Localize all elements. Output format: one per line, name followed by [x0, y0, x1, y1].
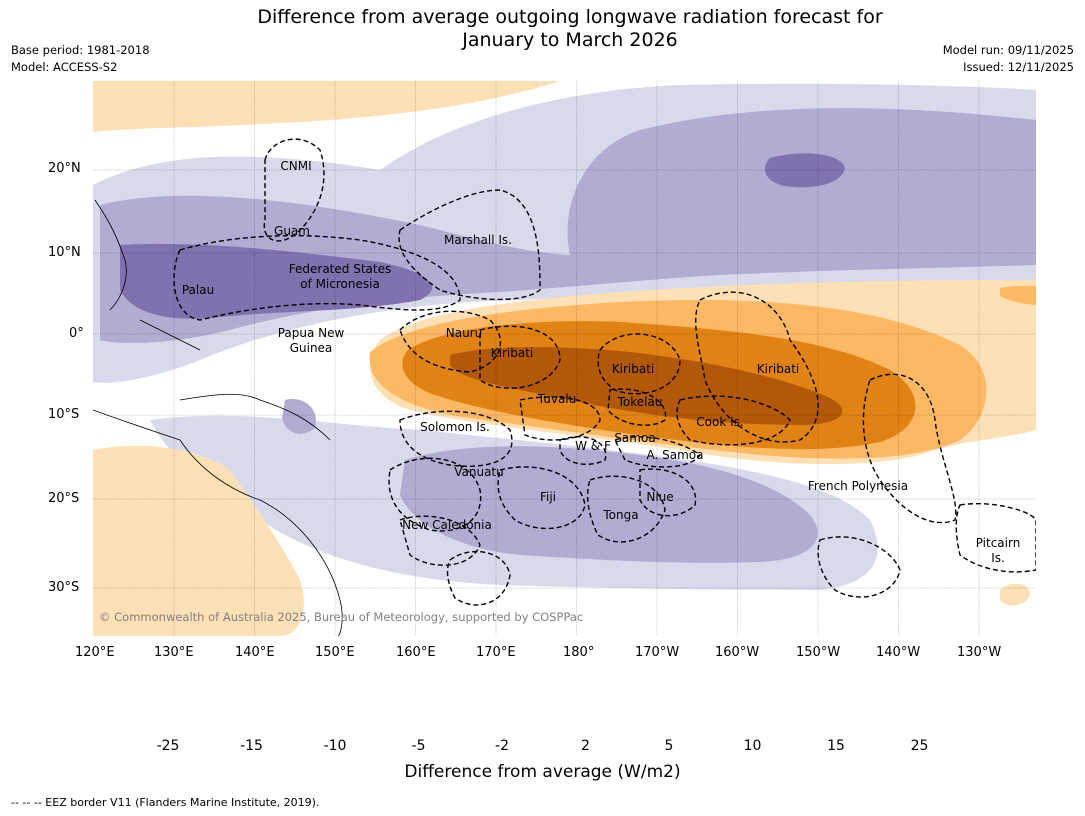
base-period: Base period: 1981-2018: [11, 43, 150, 57]
label-tuvalu: Tuvalu: [537, 392, 577, 406]
label-kiribati-west: Kiribati: [491, 346, 533, 360]
lon-tick: 180°: [563, 645, 595, 660]
label-fsm-line1: Federated States: [289, 262, 391, 276]
colorbar-level: -2: [495, 738, 509, 754]
coastlines: [93, 199, 343, 636]
lon-tick: 140°E: [235, 645, 275, 660]
anomaly-negative-hawaii: [765, 153, 845, 188]
lon-tick: 160°E: [396, 645, 436, 660]
lon-tick: 130°W: [957, 645, 1002, 660]
olr-map: CNMI Guam Marshall Is. Federated States …: [93, 81, 1036, 636]
issued-date: Issued: 12/11/2025: [963, 60, 1074, 74]
lon-tick: 150°E: [315, 645, 355, 660]
lat-tick: 10°N: [48, 245, 81, 260]
lon-tick: 130°E: [154, 645, 194, 660]
lon-tick: 120°E: [75, 645, 115, 660]
colorbar-level: -10: [323, 738, 347, 754]
anomaly-negative-north-deep: [120, 243, 433, 319]
colorbar-level: -5: [411, 738, 426, 754]
lat-tick: 20°N: [48, 161, 81, 176]
label-png-line1: Papua New: [278, 326, 345, 340]
meta-left: Base period: 1981-2018 Model: ACCESS-S2: [11, 42, 150, 76]
colorbar-level: -15: [240, 738, 263, 754]
map-title: Difference from average outgoing longwav…: [0, 6, 1085, 52]
label-cnmi: CNMI: [280, 159, 311, 173]
colorbar-title: Difference from average (W/m2): [404, 762, 681, 782]
label-samoa: Samoa: [614, 431, 655, 445]
lon-tick: 140°W: [876, 645, 921, 660]
label-new-caledonia: New Caledonia: [402, 518, 492, 532]
lat-tick: 10°S: [48, 407, 80, 422]
lat-tick: 0°: [69, 326, 84, 341]
title-line-1: Difference from average outgoing longwav…: [257, 6, 883, 28]
title-line-2: January to March 2026: [462, 29, 678, 51]
anomaly-positive-australia: [93, 445, 304, 636]
label-fiji: Fiji: [540, 490, 556, 504]
label-guam: Guam: [274, 224, 310, 238]
graticule: [93, 81, 1036, 636]
anomaly-positive-east-pacific: [1000, 285, 1036, 305]
copyright-notice: © Commonwealth of Australia 2025, Bureau…: [99, 610, 583, 624]
label-tonga: Tonga: [602, 508, 638, 522]
model-name: Model: ACCESS-S2: [11, 60, 118, 74]
label-french-polynesia: French Polynesia: [808, 479, 908, 493]
colorbar-level: -25: [156, 738, 180, 754]
lon-tick: 170°W: [635, 645, 680, 660]
label-png-line2: Guinea: [290, 341, 333, 355]
colorbar-level: 2: [581, 738, 590, 754]
label-solomon: Solomon Is.: [420, 420, 490, 434]
lat-tick: 20°S: [48, 491, 80, 506]
model-run: Model run: 09/11/2025: [942, 43, 1074, 57]
lon-tick: 150°W: [796, 645, 841, 660]
anomaly-positive-southeast: [1000, 583, 1030, 606]
label-marshall: Marshall Is.: [444, 233, 512, 247]
label-nauru: Nauru: [446, 326, 482, 340]
lon-tick: 170°E: [476, 645, 516, 660]
anomaly-positive-north: [93, 81, 560, 132]
label-cook-islands: Cook Is.: [696, 415, 743, 429]
colorbar-level: 10: [743, 738, 762, 754]
label-kiribati-central: Kiribati: [612, 362, 654, 376]
label-vanuatu: Vanuatu: [454, 465, 504, 479]
label-american-samoa: A. Samoa: [647, 448, 704, 462]
label-niue: Niue: [646, 490, 673, 504]
colorbar-level: 25: [910, 738, 929, 754]
meta-right: Model run: 09/11/2025 Issued: 12/11/2025: [943, 42, 1074, 76]
anomaly-positive-very-strong: [450, 347, 843, 425]
colorbar-level: 15: [827, 738, 845, 754]
anomaly-negative-south-medium: [400, 446, 818, 563]
label-pitcairn-line1: Pitcairn: [976, 536, 1021, 550]
label-fsm-line2: of Micronesia: [300, 277, 380, 291]
label-wallis-futuna: W & F: [575, 439, 611, 453]
eez-footnote: -- -- -- EEZ border V11 (Flanders Marine…: [11, 796, 320, 809]
lat-tick: 30°S: [48, 580, 80, 595]
label-palau: Palau: [182, 283, 214, 297]
colorbar-level: 5: [664, 738, 674, 754]
label-pitcairn-line2: Is.: [991, 551, 1005, 565]
eez-borders: [173, 138, 1036, 606]
label-kiribati-east: Kiribati: [757, 362, 799, 376]
lon-tick: 160°W: [715, 645, 760, 660]
label-tokelau: Tokelau: [617, 395, 663, 409]
